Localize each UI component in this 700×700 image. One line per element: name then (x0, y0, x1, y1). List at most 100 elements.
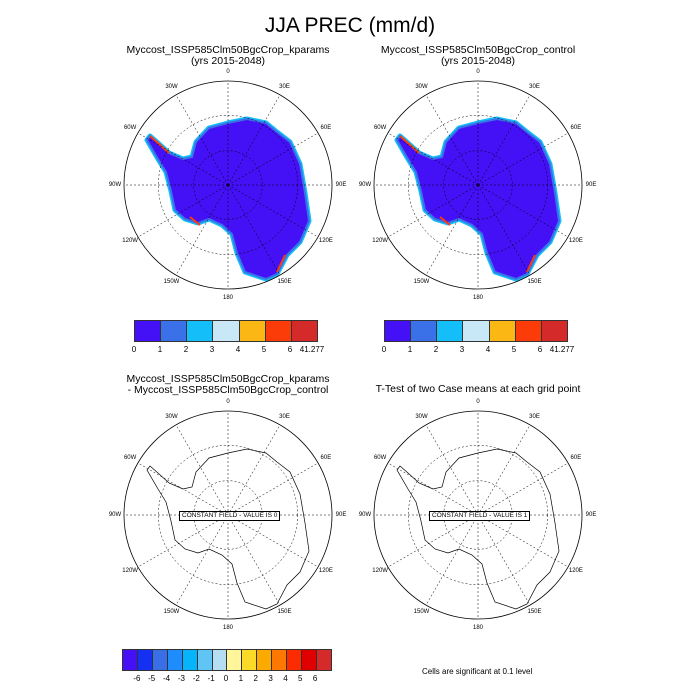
longitude-gridline (477, 184, 569, 238)
colorbar-label: 3 (209, 345, 215, 354)
longitude-gridline (175, 184, 229, 276)
colorbar-label: 2 (183, 345, 189, 354)
colorbar-label: 5 (511, 345, 517, 354)
colorbar-swatch (227, 650, 243, 670)
colorbar-label: 41.277 (549, 345, 575, 354)
lon-label: 180 (472, 294, 484, 301)
longitude-gridline (227, 462, 319, 516)
constant-field-label: CONSTANT FIELD - VALUE IS 1 (429, 511, 531, 521)
map-boundary (123, 80, 333, 290)
longitude-gridline (425, 514, 479, 606)
lon-label: 180 (472, 624, 484, 631)
colorbar-swatch (272, 650, 288, 670)
lon-label: 90W (108, 511, 122, 518)
colorbar-label: 4 (283, 674, 288, 683)
colorbar-swatch (302, 650, 317, 670)
colorbar-label: 2 (433, 345, 439, 354)
colorbar-swatch (167, 650, 183, 670)
panel-title: T-Test of two Case means at each grid po… (375, 383, 581, 395)
longitude-gridline (387, 462, 479, 516)
longitude-gridline (227, 184, 319, 238)
lon-label: 60W (123, 455, 137, 461)
longitude-gridline (477, 94, 531, 186)
lon-label: 30W (165, 413, 178, 420)
lon-label: 90W (358, 511, 372, 518)
lon-label: 30W (165, 83, 178, 90)
longitude-gridline (387, 184, 479, 238)
longitude-gridline (477, 424, 531, 516)
lon-label: 90E (585, 181, 597, 188)
panel-title: Myccost_ISSP585Clm50BgcCrop_kparams (126, 44, 330, 56)
longitude-gridline (175, 424, 229, 516)
colorbar-swatch (152, 650, 168, 670)
latitude-gridline (193, 150, 263, 220)
lon-label: 150W (163, 609, 180, 616)
lon-label: 30E (529, 83, 540, 90)
panel-subtitle: - Myccost_ISSP585Clm50BgcCrop_control (127, 384, 329, 396)
lon-label: 90W (108, 181, 122, 188)
colorbar-label: 41.277 (299, 345, 325, 354)
colorbar-swatch (137, 650, 153, 670)
longitude-gridline (425, 94, 479, 186)
lon-label: 120W (372, 238, 388, 244)
longitude-gridline (425, 424, 479, 516)
colorbar-label: 3 (268, 674, 273, 683)
colorbar-label: 1 (407, 345, 413, 354)
colorbar-label: 0 (131, 345, 137, 354)
lon-label: 90W (358, 181, 372, 188)
latitude-gridline (443, 150, 513, 220)
longitude-gridline (477, 132, 569, 186)
longitude-gridline (137, 132, 229, 186)
panel-title: Myccost_ISSP585Clm50BgcCrop_control (380, 44, 576, 56)
lon-label: 180 (222, 294, 234, 301)
colorbar-swatch (257, 650, 273, 670)
longitude-gridline (227, 424, 281, 516)
lon-label: 150E (527, 609, 542, 616)
lon-label: 120W (122, 238, 138, 244)
lon-label: 150E (527, 279, 542, 286)
longitude-gridline (227, 132, 319, 186)
panel-subtitle: (yrs 2015-2048) (190, 55, 266, 67)
colorbar-label: 4 (485, 345, 491, 354)
colorbar-label: 6 (287, 345, 293, 354)
colorbar-swatch (411, 321, 438, 341)
colorbar-label: 1 (238, 674, 244, 683)
polar-map-1 (123, 80, 333, 290)
longitude-gridline (477, 514, 531, 606)
longitude-gridline (227, 94, 281, 186)
lon-label: 150W (413, 609, 430, 616)
colorbar-swatch (135, 321, 162, 341)
colorbar-label: 2 (253, 674, 258, 683)
colorbar-label: -5 (148, 674, 156, 683)
lon-label: 60E (570, 455, 582, 461)
longitude-gridline (227, 514, 319, 568)
difference-colorbar (122, 649, 332, 671)
figure-title: JJA PREC (mm/d) (264, 14, 436, 37)
lon-label: 60E (320, 455, 332, 461)
colorbar (384, 320, 568, 342)
lon-label: 150E (277, 279, 292, 286)
colorbar-swatch (265, 321, 292, 341)
colorbar-label: -6 (133, 674, 141, 683)
longitude-gridline (387, 514, 479, 568)
lon-label: 120W (372, 568, 388, 574)
map-boundary (123, 410, 333, 620)
panel-title: Myccost_ISSP585Clm50BgcCrop_kparams (126, 373, 330, 385)
lon-label: 60W (373, 125, 387, 131)
colorbar-swatch (187, 321, 214, 341)
colorbar-swatch (489, 321, 516, 341)
colorbar-swatch (197, 650, 213, 670)
significance-note: Cells are significant at 0.1 level (422, 667, 533, 676)
longitude-gridline (175, 94, 229, 186)
colorbar-swatch (161, 321, 188, 341)
colorbar-swatch (385, 321, 412, 341)
longitude-gridline (387, 132, 479, 186)
colorbar-swatch (182, 650, 198, 670)
lon-label: 150W (163, 279, 180, 286)
colorbar-label: 1 (157, 345, 163, 354)
lon-label: 60W (373, 455, 387, 461)
longitude-gridline (175, 514, 229, 606)
lon-label: 180 (222, 624, 234, 631)
